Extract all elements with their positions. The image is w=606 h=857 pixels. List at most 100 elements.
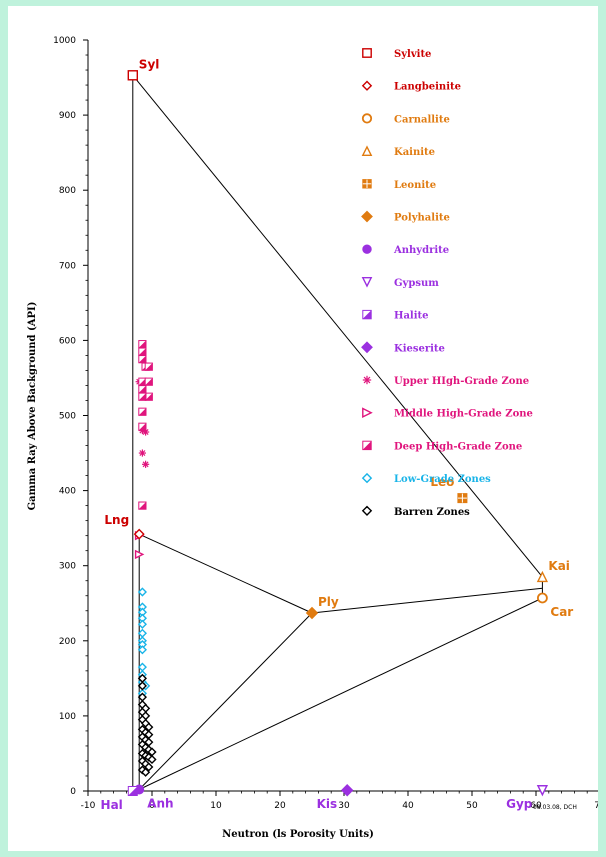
data-point xyxy=(138,340,147,349)
data-point xyxy=(138,407,147,416)
y-axis-title: Gamma Ray Above Background (API) xyxy=(27,302,38,511)
x-tick-label: 10 xyxy=(210,801,222,811)
tie-line xyxy=(132,74,543,578)
mineral-point xyxy=(457,493,468,504)
tie-line xyxy=(138,597,543,790)
data-point xyxy=(144,362,153,371)
mineral-point xyxy=(305,606,319,620)
legend-marker xyxy=(362,48,372,58)
y-tick-label: 700 xyxy=(59,261,76,271)
legend-marker xyxy=(361,113,373,124)
data-point xyxy=(142,460,150,468)
mineral-label: Car xyxy=(550,605,573,619)
tie-line xyxy=(311,587,543,614)
mineral-label: Gyp xyxy=(506,797,533,811)
legend-label: Anhydrite xyxy=(393,245,449,256)
y-tick-label: 900 xyxy=(59,111,76,121)
y-tick-label: 0 xyxy=(70,787,76,797)
mineral-point xyxy=(133,528,145,540)
data-point xyxy=(137,645,147,655)
legend-marker xyxy=(362,309,372,320)
x-tick-label: -10 xyxy=(81,801,96,811)
legend-marker xyxy=(361,472,373,484)
data-point xyxy=(138,449,146,457)
legend-marker xyxy=(362,440,372,451)
mineral-markers xyxy=(127,70,549,797)
mineral-point xyxy=(340,784,354,797)
mineral-label: Kis xyxy=(317,797,338,811)
legend-marker xyxy=(362,407,373,419)
legend-label: Sylvite xyxy=(394,49,431,60)
y-tick-label: 1000 xyxy=(53,36,76,46)
data-point xyxy=(138,422,147,431)
data-point xyxy=(137,619,147,629)
legend-marker xyxy=(362,375,372,385)
x-tick-label: 30 xyxy=(338,801,350,811)
data-point xyxy=(137,628,147,638)
y-tick-label: 300 xyxy=(59,562,76,572)
mineral-label: Hal xyxy=(101,798,123,812)
data-points xyxy=(134,340,157,777)
mineral-label: Lng xyxy=(104,513,129,527)
data-point xyxy=(144,377,153,386)
chart-svg: -100102030405060700100200300400500600700… xyxy=(27,36,598,840)
legend-label: Low-Grade Zones xyxy=(394,474,491,485)
legend-marker xyxy=(362,244,372,254)
tie-lines xyxy=(132,74,543,791)
data-point xyxy=(141,767,151,777)
legend-label: Middle High-Grade Zone xyxy=(394,409,533,420)
mineral-point xyxy=(127,786,138,796)
y-tick-label: 500 xyxy=(59,412,76,422)
legend-marker xyxy=(361,277,373,288)
y-tick-label: 400 xyxy=(59,487,76,497)
y-tick-label: 800 xyxy=(59,186,76,196)
tie-line xyxy=(138,533,313,614)
mineral-labels: Syl Lng Car Kai Leo Ply Anh Gyp Hal Kis xyxy=(101,57,574,812)
mineral-label: Kai xyxy=(548,559,570,573)
mineral-label: Ply xyxy=(318,595,339,609)
x-tick-label: 40 xyxy=(402,801,414,811)
data-point xyxy=(137,681,147,691)
data-point xyxy=(137,662,147,672)
credit-text: 08.03.08, DCH xyxy=(533,804,577,811)
legend-label: Barren Zones xyxy=(394,507,470,518)
mineral-label: Syl xyxy=(139,57,160,71)
y-tick-label: 200 xyxy=(59,637,76,647)
legend: Sylvite Langbeinite Carnallite Kainite Leoni… xyxy=(361,48,533,518)
data-point xyxy=(137,587,147,597)
mineral-point xyxy=(536,785,549,797)
x-tick-label: 20 xyxy=(274,801,286,811)
y-tick-label: 100 xyxy=(59,712,76,722)
chart-frame: -100102030405060700100200300400500600700… xyxy=(8,6,598,851)
legend-label: Gypsum xyxy=(394,278,439,289)
data-point xyxy=(144,762,154,772)
y-tick-label: 600 xyxy=(59,336,76,346)
x-tick-label: 70 xyxy=(594,801,598,811)
x-tick-label: 50 xyxy=(466,801,478,811)
legend-marker xyxy=(361,145,373,157)
legend-marker xyxy=(361,210,373,223)
mineral-label: Anh xyxy=(147,796,173,810)
legend-label: Upper HIgh-Grade Zone xyxy=(394,376,529,387)
x-tick-label: 0 xyxy=(149,801,155,811)
mineral-point xyxy=(536,570,549,583)
x-tick-label: 60 xyxy=(530,801,542,811)
mineral-point xyxy=(127,70,139,81)
legend-marker xyxy=(362,179,372,189)
data-point xyxy=(138,501,147,510)
data-point xyxy=(138,385,147,394)
tie-line xyxy=(138,612,313,790)
mineral-label: Leo xyxy=(430,475,454,489)
legend-label: Polyhalite xyxy=(394,213,450,224)
legend-label: Kieserite xyxy=(394,343,445,354)
legend-label: Halite xyxy=(394,311,429,322)
data-point xyxy=(138,392,147,401)
legend-label: Kainite xyxy=(394,147,435,158)
ticks: -100102030405060700100200300400500600700… xyxy=(53,36,598,811)
x-axis-title: Neutron (ls Porosity Units) xyxy=(222,829,374,840)
legend-marker xyxy=(361,505,373,516)
legend-label: Deep High-Grade Zone xyxy=(394,441,522,452)
legend-marker xyxy=(361,341,373,354)
data-point xyxy=(147,754,157,765)
legend-label: Langbeinite xyxy=(394,82,461,93)
